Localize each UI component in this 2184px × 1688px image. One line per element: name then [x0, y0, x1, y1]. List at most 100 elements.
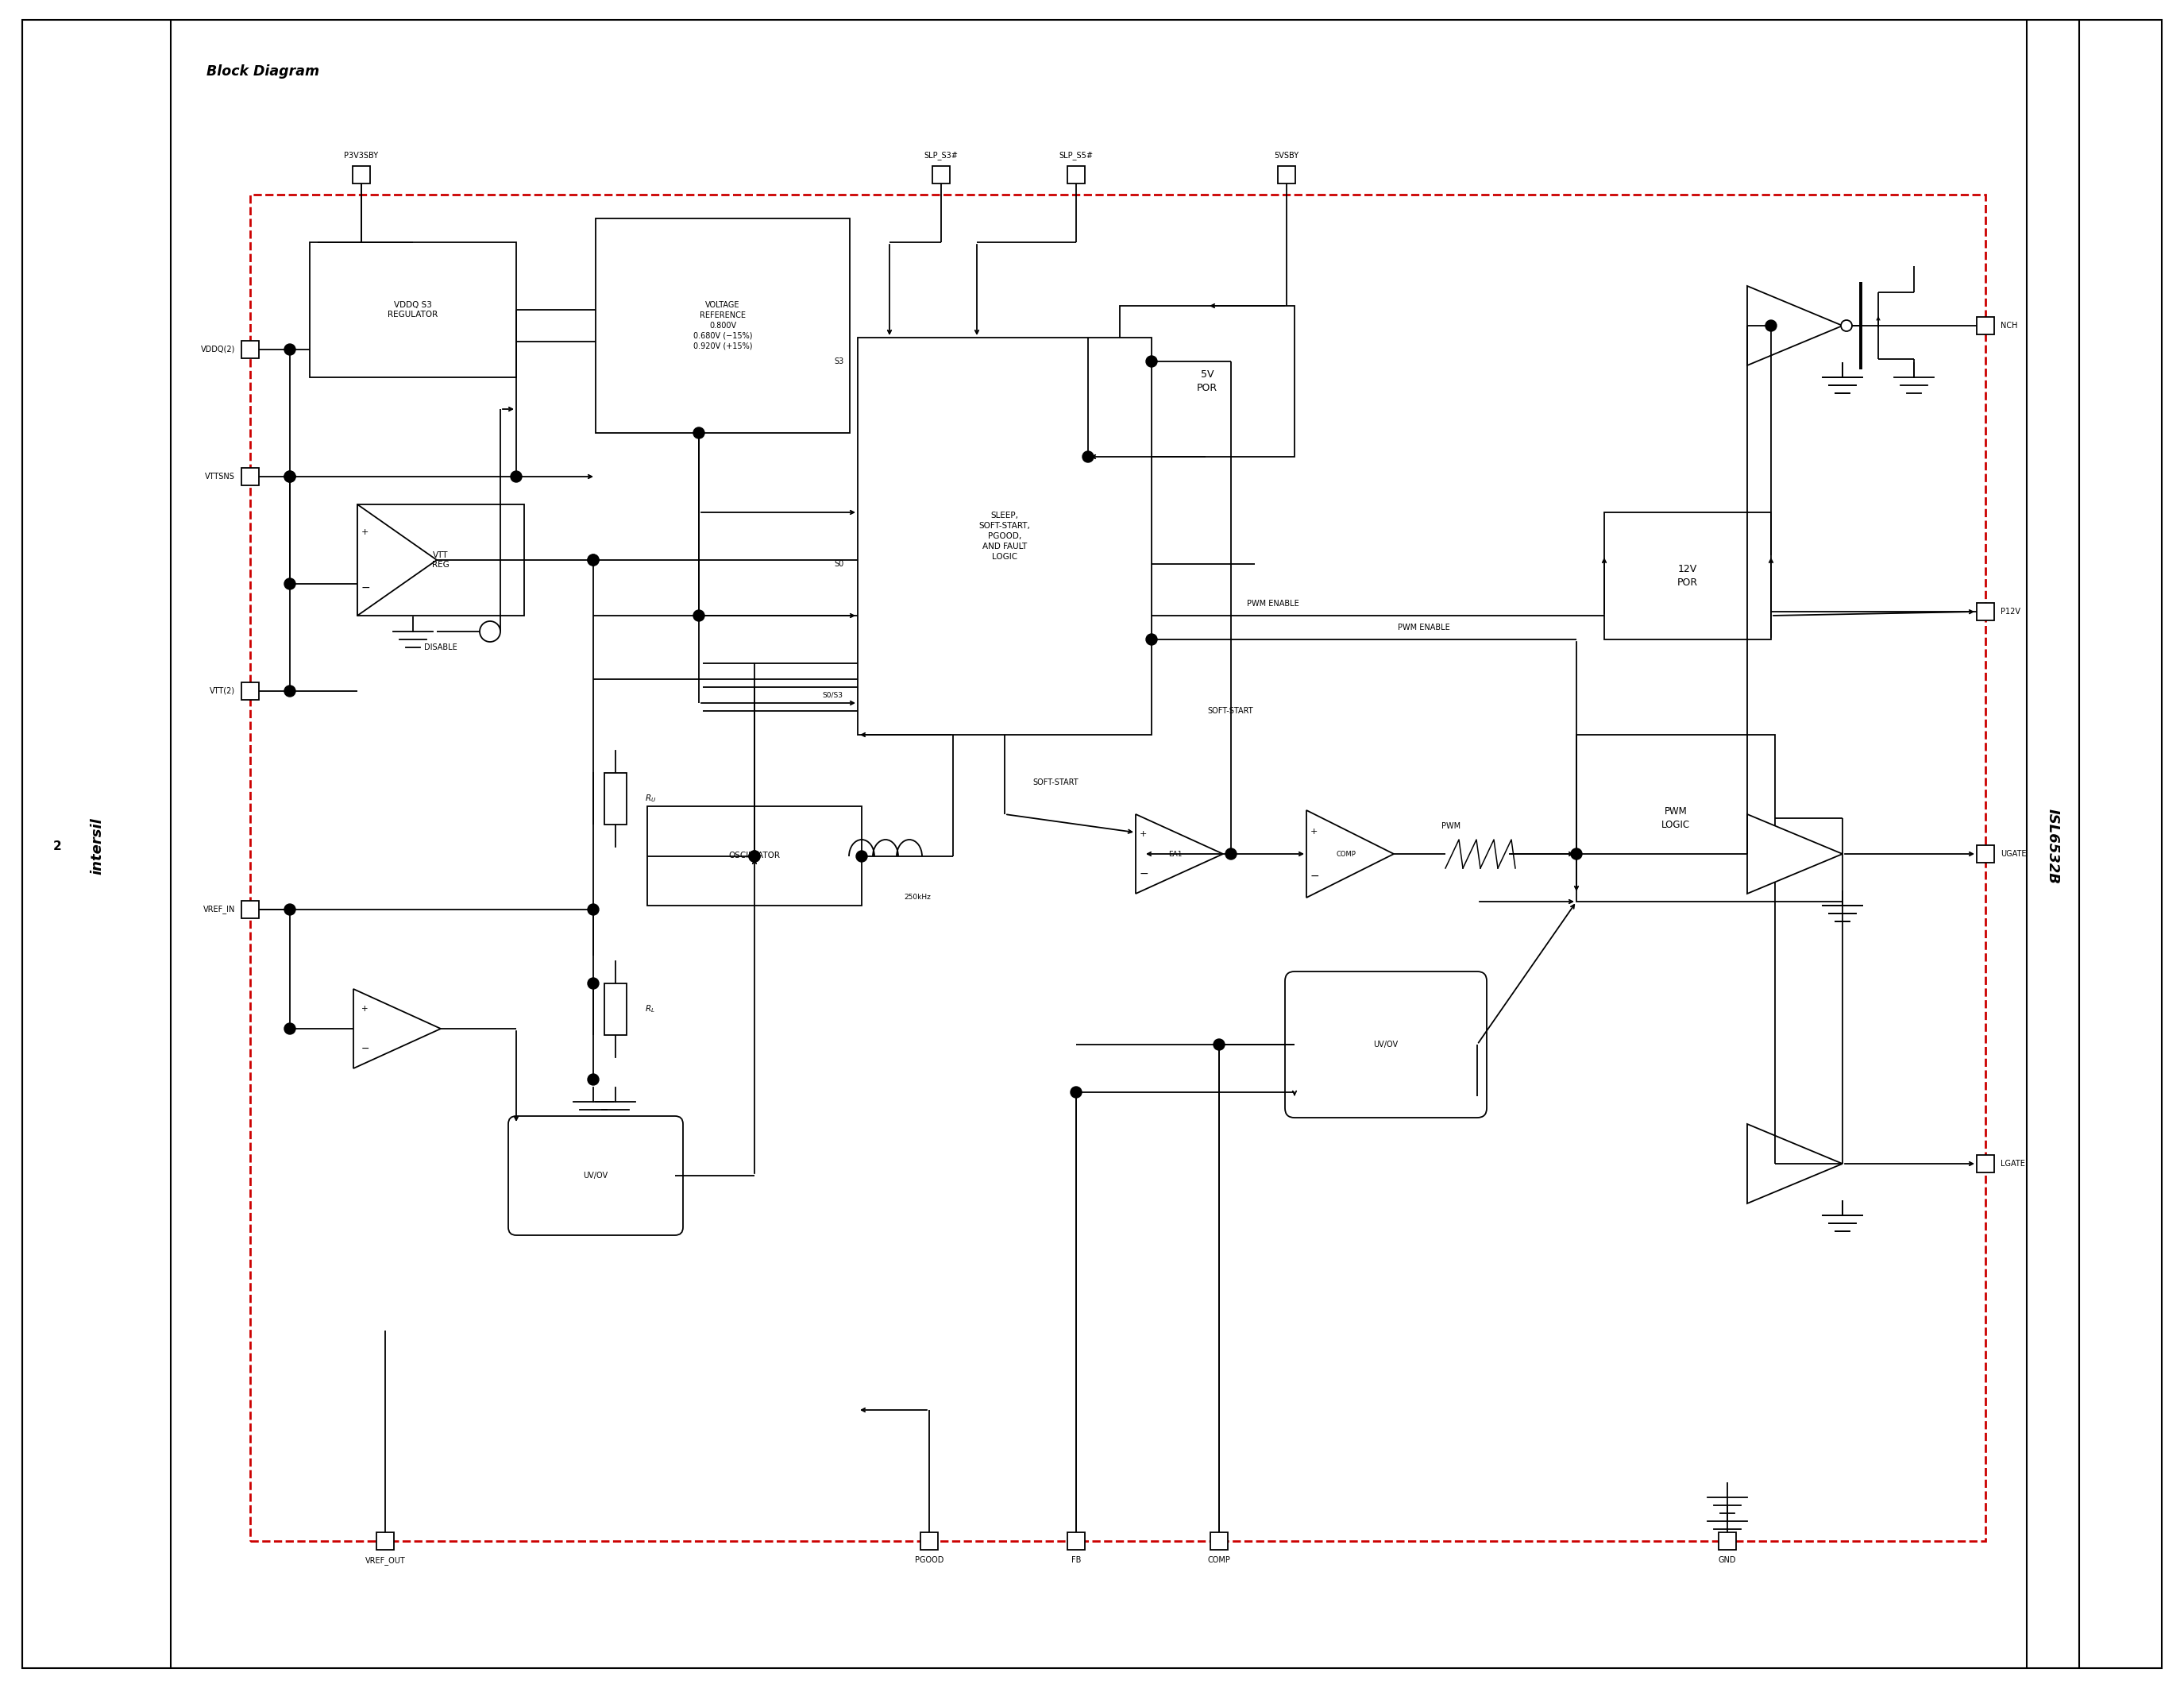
Circle shape: [692, 609, 705, 621]
Circle shape: [1147, 635, 1158, 645]
Text: −: −: [1140, 868, 1149, 879]
Text: VREF_IN: VREF_IN: [203, 905, 236, 913]
Circle shape: [284, 685, 295, 697]
Text: SOFT-START: SOFT-START: [1208, 707, 1254, 716]
Text: +: +: [1140, 830, 1147, 837]
Text: PWM: PWM: [1441, 822, 1461, 830]
Circle shape: [1070, 1087, 1081, 1097]
Bar: [858, 338, 1151, 734]
Text: −: −: [360, 582, 371, 594]
Bar: [646, 807, 863, 905]
Text: VDDQ(2): VDDQ(2): [201, 346, 236, 353]
Bar: [605, 773, 627, 824]
Bar: [1068, 165, 1085, 184]
Text: SOFT-START: SOFT-START: [1033, 778, 1079, 787]
Bar: [242, 468, 260, 486]
Text: LGATE: LGATE: [2001, 1160, 2025, 1168]
Text: PWM ENABLE: PWM ENABLE: [1398, 623, 1450, 631]
Text: VTTSNS: VTTSNS: [205, 473, 236, 481]
Text: UV/OV: UV/OV: [1374, 1040, 1398, 1048]
Bar: [919, 1533, 937, 1550]
Polygon shape: [1747, 1124, 1843, 1204]
Circle shape: [1147, 356, 1158, 366]
Bar: [1977, 603, 1994, 621]
Bar: [1977, 846, 1994, 863]
Circle shape: [749, 851, 760, 863]
Text: VTT
REG: VTT REG: [432, 550, 450, 569]
FancyBboxPatch shape: [1284, 972, 1487, 1117]
Polygon shape: [358, 505, 437, 616]
Circle shape: [1214, 1040, 1225, 1050]
Bar: [1278, 165, 1295, 184]
Text: DISABLE: DISABLE: [424, 643, 456, 652]
Bar: [1719, 1533, 1736, 1550]
Circle shape: [480, 621, 500, 641]
Circle shape: [1570, 849, 1581, 859]
Circle shape: [284, 1023, 295, 1035]
Bar: [242, 901, 260, 918]
Polygon shape: [1136, 814, 1223, 893]
Circle shape: [1765, 321, 1776, 331]
Text: −: −: [1310, 871, 1319, 881]
Text: R$_U$: R$_U$: [644, 793, 657, 803]
Circle shape: [284, 905, 295, 915]
Text: S3: S3: [834, 358, 843, 365]
Text: VTT(2): VTT(2): [210, 687, 236, 695]
Bar: [358, 505, 524, 616]
Text: SLEEP,
SOFT-START,
PGOOD,
AND FAULT
LOGIC: SLEEP, SOFT-START, PGOOD, AND FAULT LOGI…: [978, 511, 1031, 560]
Circle shape: [284, 344, 295, 354]
Text: P12V: P12V: [2001, 608, 2020, 616]
Text: S0: S0: [834, 560, 843, 567]
Text: VOLTAGE
REFERENCE
0.800V
0.680V (−15%)
0.920V (+15%): VOLTAGE REFERENCE 0.800V 0.680V (−15%) 0…: [692, 302, 751, 349]
Text: 5VSBY: 5VSBY: [1273, 152, 1299, 160]
Text: 2: 2: [52, 841, 61, 852]
Circle shape: [1841, 321, 1852, 331]
Circle shape: [692, 427, 705, 439]
Bar: [1977, 1155, 1994, 1173]
Circle shape: [284, 579, 295, 589]
Bar: [596, 218, 850, 432]
Bar: [242, 341, 260, 358]
Text: PWM
LOGIC: PWM LOGIC: [1662, 807, 1690, 830]
Bar: [933, 165, 950, 184]
Bar: [1068, 1533, 1085, 1550]
Text: FB: FB: [1070, 1556, 1081, 1565]
Bar: [1577, 734, 1776, 901]
Bar: [1120, 306, 1295, 457]
Circle shape: [749, 851, 760, 863]
Text: VDDQ S3
REGULATOR: VDDQ S3 REGULATOR: [389, 300, 439, 319]
Text: −: −: [360, 1043, 369, 1053]
Polygon shape: [1747, 285, 1843, 365]
Text: 12V
POR: 12V POR: [1677, 564, 1697, 587]
Text: S0/S3: S0/S3: [821, 692, 843, 699]
Circle shape: [856, 851, 867, 863]
Bar: [605, 982, 627, 1035]
Text: R$_L$: R$_L$: [644, 1003, 655, 1014]
Text: UGATE: UGATE: [2001, 851, 2027, 858]
Text: Block Diagram: Block Diagram: [207, 64, 319, 79]
Text: OSCILLATOR: OSCILLATOR: [729, 852, 780, 859]
Text: SLP_S5#: SLP_S5#: [1059, 150, 1094, 160]
Bar: [242, 682, 260, 701]
Circle shape: [511, 471, 522, 483]
Polygon shape: [1747, 814, 1843, 893]
Text: ISL6532B: ISL6532B: [2046, 809, 2060, 885]
Text: P3V3SBY: P3V3SBY: [345, 152, 378, 160]
Text: intersil: intersil: [90, 817, 105, 874]
Circle shape: [587, 554, 598, 565]
Text: +: +: [360, 1004, 369, 1013]
Bar: [352, 165, 369, 184]
Text: 250kHz: 250kHz: [904, 895, 930, 901]
Bar: [1605, 513, 1771, 640]
Circle shape: [587, 554, 598, 565]
Text: COMP: COMP: [1337, 851, 1356, 858]
Text: COMP: COMP: [1208, 1556, 1230, 1565]
Text: VREF_OUT: VREF_OUT: [365, 1556, 406, 1565]
Circle shape: [284, 471, 295, 483]
Circle shape: [587, 977, 598, 989]
Circle shape: [587, 905, 598, 915]
Text: NCH: NCH: [2001, 322, 2018, 329]
Circle shape: [587, 1074, 598, 1085]
FancyBboxPatch shape: [509, 1116, 684, 1236]
Text: +: +: [360, 528, 369, 537]
